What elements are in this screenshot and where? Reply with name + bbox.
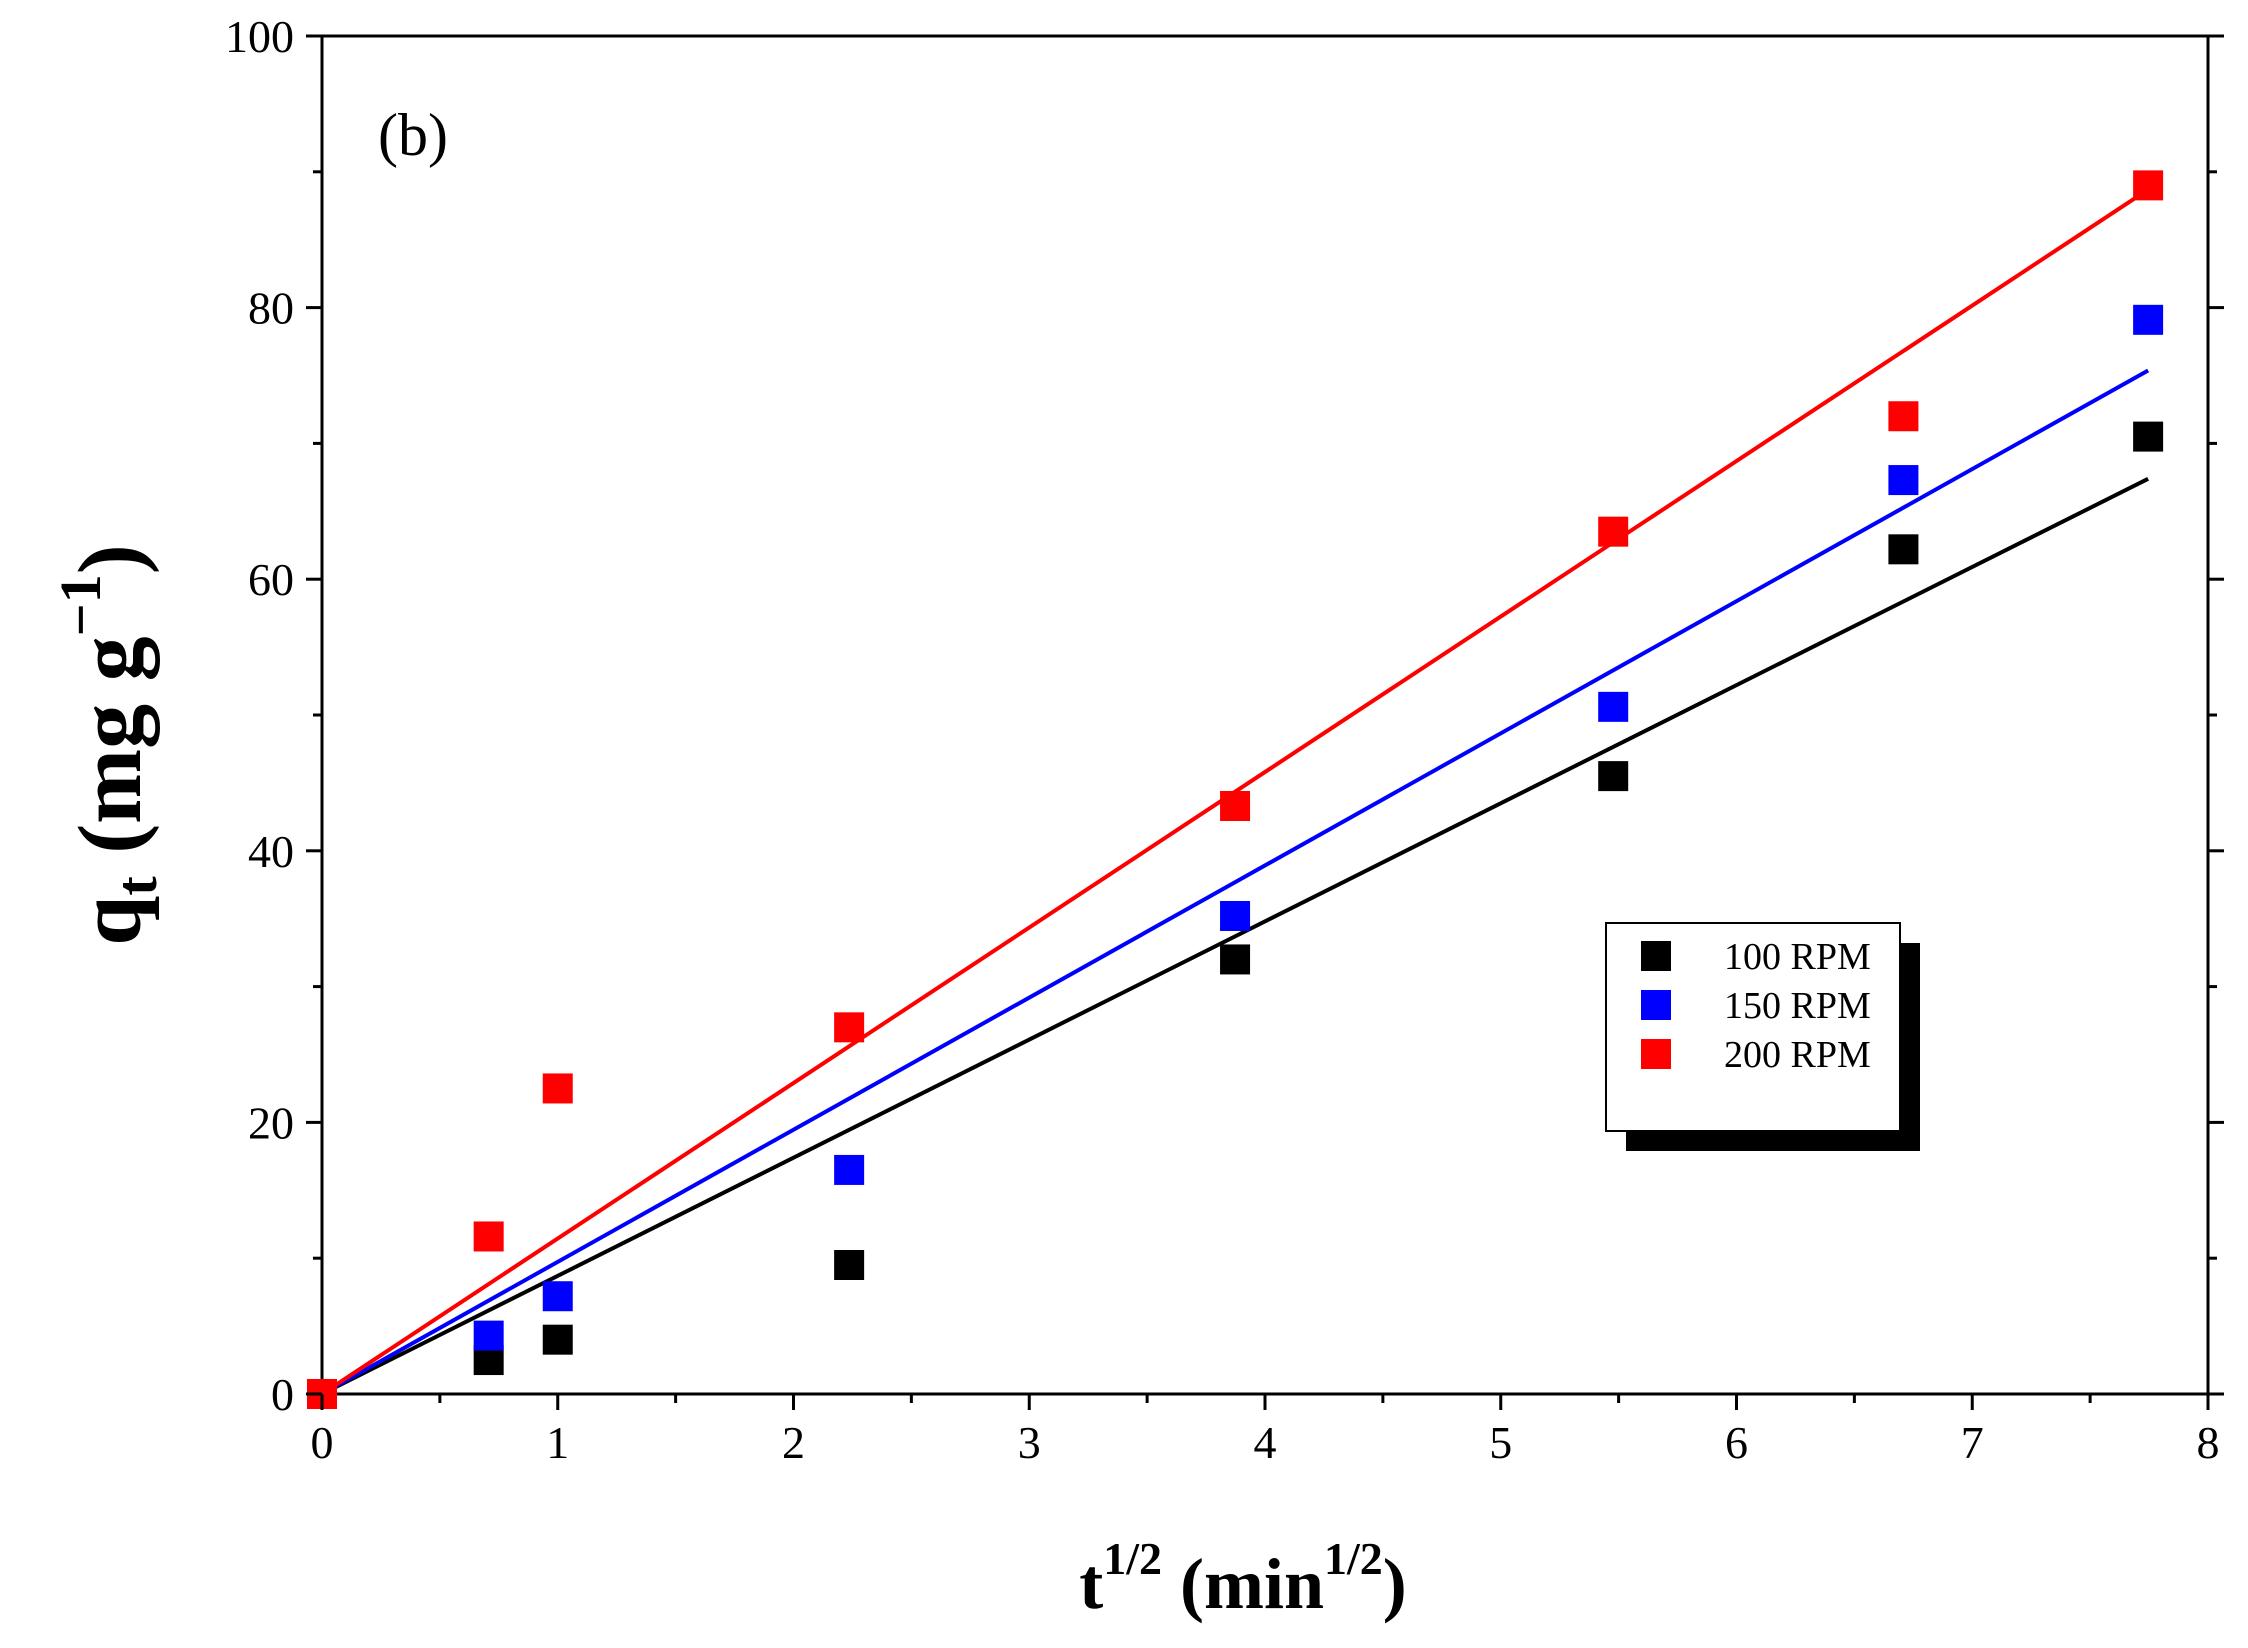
fit-line-150-rpm (321, 368, 2150, 1396)
marker-150-rpm (1220, 900, 1251, 931)
legend-swatch (1641, 990, 1671, 1020)
x-axis-title-base-sup: 1/2 (1103, 1533, 1162, 1584)
y-axis-title-base: q (61, 896, 160, 946)
x-tick-label: 0 (311, 1417, 334, 1468)
fit-line-100-rpm (321, 477, 2150, 1396)
x-axis-title: t1/2 (min1/2) (1079, 1533, 1407, 1624)
x-tick-label: 1 (546, 1417, 569, 1468)
legend-items: 100 RPM 150 RPM 200 RPM (1641, 936, 1871, 1076)
legend-swatch (1641, 1039, 1671, 1069)
y-tick-label: 100 (225, 11, 294, 62)
x-axis-title-close: ) (1383, 1544, 1407, 1624)
marker-100-rpm (1598, 761, 1629, 792)
y-tick-label: 20 (248, 1097, 294, 1148)
marker-100-rpm (1220, 944, 1251, 975)
x-tick-label: 5 (1489, 1417, 1512, 1468)
marker-200-rpm (542, 1073, 573, 1104)
panel-label: (b) (378, 102, 448, 168)
y-axis-title-unit-sup: −1 (48, 574, 113, 636)
x-tick-label: 2 (782, 1417, 805, 1468)
marker-150-rpm (1598, 691, 1629, 722)
marker-200-rpm (473, 1221, 504, 1252)
legend-label: 200 RPM (1724, 1034, 1871, 1076)
y-tick-label: 60 (248, 554, 294, 605)
legend-label: 100 RPM (1724, 936, 1871, 978)
y-axis-title: qt (mg g−1) (48, 544, 169, 945)
marker-200-rpm (1598, 516, 1629, 547)
y-tick-label: 80 (248, 283, 294, 334)
y-axis-title-unit: (mg g (61, 636, 160, 876)
x-tick-label: 6 (1725, 1417, 1748, 1468)
marker-200-rpm (1888, 401, 1919, 432)
x-axis-title-base: t (1079, 1544, 1103, 1624)
marker-200-rpm (834, 1012, 865, 1043)
x-tick-label: 7 (1961, 1417, 1984, 1468)
y-tick-label: 40 (248, 826, 294, 877)
marker-150-rpm (542, 1281, 573, 1312)
marker-200-rpm (2133, 170, 2164, 201)
legend-label: 150 RPM (1724, 985, 1871, 1027)
marker-200-rpm (1220, 790, 1251, 821)
marker-100-rpm (834, 1249, 865, 1280)
x-tick-label: 8 (2197, 1417, 2220, 1468)
axis-ticks (306, 34, 2224, 1410)
legend-swatch (1641, 941, 1671, 971)
x-axis-title-unit-sup: 1/2 (1324, 1533, 1383, 1584)
x-axis-title-unit: (min (1162, 1544, 1324, 1624)
marker-150-rpm (1888, 465, 1919, 496)
marker-150-rpm (473, 1320, 504, 1351)
marker-100-rpm (1888, 534, 1919, 565)
data-markers (307, 170, 2164, 1409)
y-axis-title-base-sub: t (104, 876, 169, 896)
marker-100-rpm (2133, 421, 2164, 452)
x-tick-label: 4 (1254, 1417, 1277, 1468)
marker-150-rpm (834, 1154, 865, 1185)
legend: 100 RPM 150 RPM 200 RPM (1605, 922, 1920, 1151)
marker-100-rpm (542, 1324, 573, 1355)
x-tick-label: 3 (1018, 1417, 1041, 1468)
y-tick-label: 0 (271, 1369, 294, 1420)
marker-150-rpm (2133, 304, 2164, 335)
y-axis-title-close: ) (61, 544, 160, 574)
